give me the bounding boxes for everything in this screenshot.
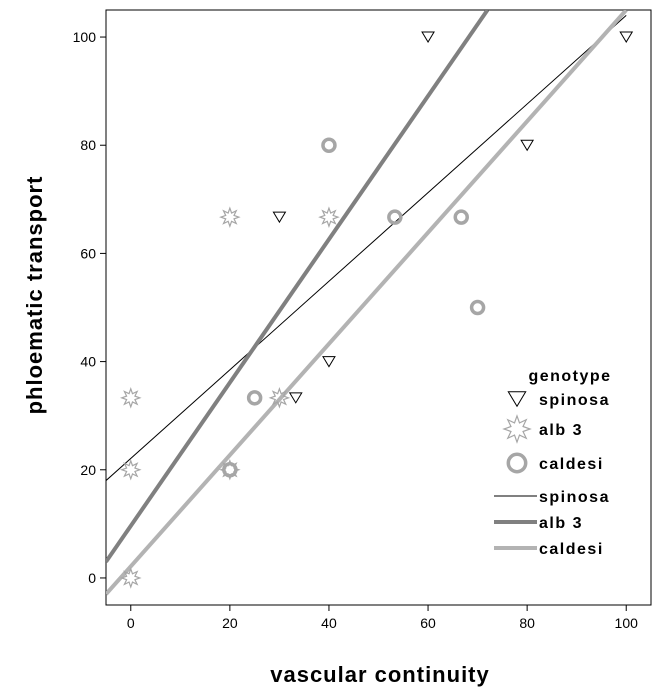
point-caldesi (387, 209, 403, 225)
legend-label: spinosa (539, 489, 610, 506)
x-tick-label: 60 (420, 615, 436, 631)
x-tick-label: 20 (222, 615, 238, 631)
point-caldesi (222, 462, 238, 478)
legend-title: genotype (528, 368, 611, 385)
x-tick-label: 100 (615, 615, 639, 631)
fit-line-caldesi (106, 10, 628, 596)
y-tick-label: 80 (80, 137, 96, 153)
y-tick-label: 0 (88, 570, 96, 586)
point-spinosa (322, 356, 336, 368)
y-axis-title: phloematic transport (22, 176, 47, 415)
x-axis: 0 20 40 60 80 100 (127, 605, 638, 631)
fit-line-spinosa (106, 15, 627, 481)
y-tick-label: 60 (80, 245, 96, 261)
point-alb-3 (119, 387, 142, 409)
point-alb-3 (268, 387, 291, 409)
data-points (119, 31, 634, 589)
point-alb-3 (119, 458, 142, 481)
plot-frame (105, 9, 652, 606)
y-tick-label: 100 (73, 29, 97, 45)
legend-marker-swatch (506, 452, 528, 474)
point-alb-3 (318, 206, 340, 228)
y-axis: 0 20 40 60 80 100 (73, 29, 106, 586)
legend-label: caldesi (539, 456, 604, 473)
x-tick-label: 40 (321, 615, 337, 631)
y-tick-label: 40 (80, 354, 96, 370)
x-axis-title: vascular continuity (270, 662, 490, 687)
legend: genotype spinosa alb 3 caldesi spinosa alb 3… (494, 368, 611, 558)
point-spinosa (421, 31, 435, 44)
point-caldesi (469, 299, 486, 316)
point-caldesi (453, 209, 469, 225)
point-caldesi (246, 390, 263, 406)
legend-label: alb 3 (539, 422, 583, 439)
point-alb-3 (219, 206, 241, 228)
point-alb-3 (119, 567, 142, 589)
fit-lines (106, 10, 628, 596)
legend-label: alb 3 (539, 515, 583, 532)
y-tick-label: 20 (80, 462, 96, 478)
x-tick-label: 0 (127, 615, 135, 631)
legend-marker-swatch (502, 414, 532, 444)
fit-line-alb-3 (106, 10, 490, 563)
legend-label: caldesi (539, 541, 604, 558)
point-spinosa (288, 392, 303, 404)
legend-marker-swatch (507, 391, 527, 408)
point-caldesi (321, 137, 337, 153)
point-spinosa (272, 211, 287, 224)
legend-label: spinosa (539, 392, 610, 409)
point-spinosa (619, 31, 634, 44)
point-spinosa (520, 139, 535, 152)
x-tick-label: 80 (519, 615, 535, 631)
